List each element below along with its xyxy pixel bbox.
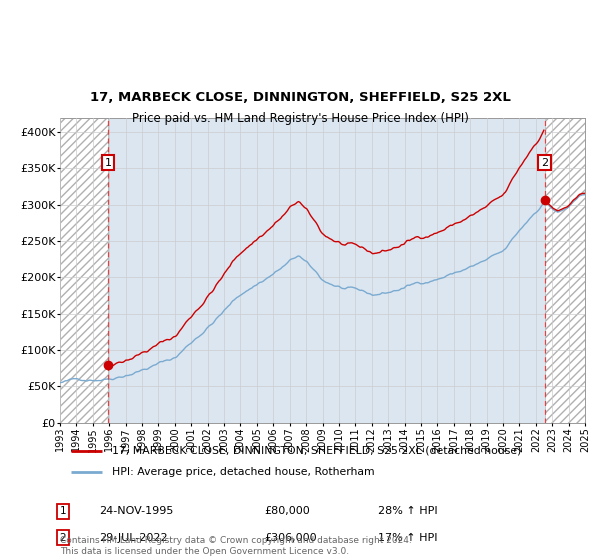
Text: 17, MARBECK CLOSE, DINNINGTON, SHEFFIELD, S25 2XL (detached house): 17, MARBECK CLOSE, DINNINGTON, SHEFFIELD… <box>113 446 522 456</box>
Bar <box>545 118 585 423</box>
Text: Price paid vs. HM Land Registry's House Price Index (HPI): Price paid vs. HM Land Registry's House … <box>131 112 469 125</box>
Text: HPI: Average price, detached house, Rotherham: HPI: Average price, detached house, Roth… <box>113 467 375 477</box>
Text: 28% ↑ HPI: 28% ↑ HPI <box>378 506 437 516</box>
Text: 29-JUL-2022: 29-JUL-2022 <box>99 533 167 543</box>
Text: 24-NOV-1995: 24-NOV-1995 <box>99 506 173 516</box>
Text: 17% ↑ HPI: 17% ↑ HPI <box>378 533 437 543</box>
Bar <box>545 118 585 423</box>
Text: 1: 1 <box>104 158 112 167</box>
Bar <box>60 118 108 423</box>
Text: 1: 1 <box>59 506 67 516</box>
Text: £80,000: £80,000 <box>264 506 310 516</box>
Text: 2: 2 <box>59 533 67 543</box>
Text: 17, MARBECK CLOSE, DINNINGTON, SHEFFIELD, S25 2XL: 17, MARBECK CLOSE, DINNINGTON, SHEFFIELD… <box>89 91 511 104</box>
Text: 2: 2 <box>541 158 548 167</box>
Text: Contains HM Land Registry data © Crown copyright and database right 2024.
This d: Contains HM Land Registry data © Crown c… <box>60 536 412 556</box>
Bar <box>60 118 108 423</box>
Text: £306,000: £306,000 <box>264 533 317 543</box>
